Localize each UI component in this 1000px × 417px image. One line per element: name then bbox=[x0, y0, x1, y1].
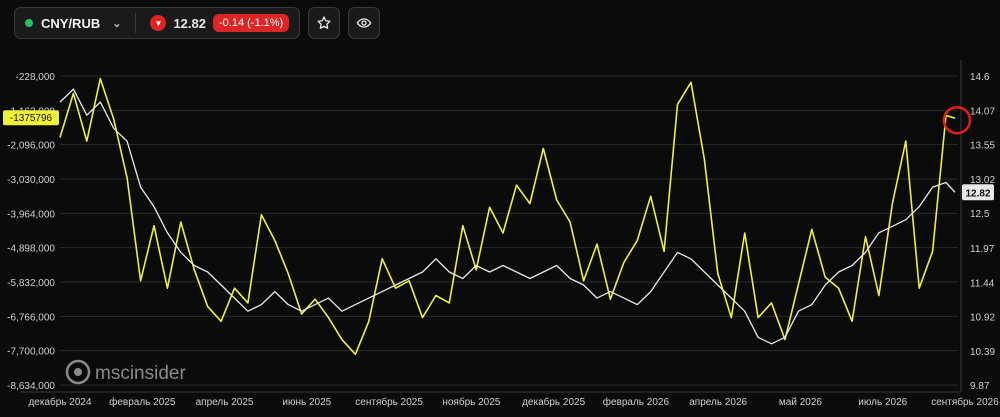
left-tick-label: -8,634,000 bbox=[7, 381, 55, 392]
x-tick-label: декабрь 2024 bbox=[28, 396, 92, 408]
divider bbox=[135, 13, 137, 33]
x-tick-label: июль 2026 bbox=[858, 397, 907, 408]
chevron-down-icon: ⌄ bbox=[112, 17, 122, 30]
star-icon bbox=[317, 16, 331, 29]
x-tick-label: сентябрь 2026 bbox=[931, 396, 999, 408]
grid-lines bbox=[60, 75, 958, 386]
ticker-pill: CNY/RUB ⌄ ▼ 12.82 -0.14 (-1.1%) bbox=[14, 7, 301, 39]
status-dot-icon bbox=[25, 19, 33, 27]
white-series-line bbox=[59, 88, 956, 345]
highlight-circle bbox=[942, 105, 972, 135]
mscinsider-logo-icon bbox=[65, 359, 91, 385]
right-tick-label: 13.55 bbox=[970, 141, 995, 152]
change-badge: -0.14 (-1.1%) bbox=[213, 14, 290, 32]
right-tick-label: 11.44 bbox=[970, 278, 995, 289]
watermark-logo: mscinsider bbox=[65, 359, 186, 385]
right-tick-label: 13.02 bbox=[970, 175, 995, 186]
right-tick-label: 10.92 bbox=[970, 312, 995, 323]
right-tick-label: 14.6 bbox=[970, 72, 990, 83]
x-tick-label: июнь 2025 bbox=[282, 397, 331, 408]
toolbar: CNY/RUB ⌄ ▼ 12.82 -0.14 (-1.1%) bbox=[14, 6, 381, 40]
watermark-text: mscinsider bbox=[95, 363, 186, 384]
right-tick-label: 14.07 bbox=[970, 107, 995, 118]
eye-icon bbox=[356, 18, 372, 28]
x-axis: декабрь 2024 февраль 2025 апрель 2025 июнь … bbox=[20, 391, 999, 408]
visibility-button[interactable] bbox=[348, 7, 381, 39]
ticker-label: CNY/RUB bbox=[41, 15, 101, 31]
x-tick-label: февраль 2025 bbox=[109, 396, 176, 408]
right-tick-label: 11.97 bbox=[970, 244, 995, 255]
value-markers: -1375796 12.82 bbox=[3, 105, 994, 201]
left-tick-label: -5,832,000 bbox=[7, 278, 55, 289]
x-tick-label: декабрь 2025 bbox=[522, 396, 586, 408]
series-lines bbox=[59, 77, 956, 356]
ticker-selector[interactable]: CNY/RUB ⌄ bbox=[25, 16, 121, 31]
right-axis: 14.6 14.07 13.55 13.02 12.5 11.97 11.44 10.92 10… bbox=[960, 60, 995, 392]
x-tick-label: февраль 2026 bbox=[603, 396, 670, 408]
left-value-marker bbox=[3, 110, 59, 126]
price-value: 12.82 bbox=[173, 15, 206, 31]
down-arrow-icon: ▼ bbox=[150, 15, 167, 31]
yellow-series-line bbox=[59, 77, 956, 356]
left-tick-label: -2,096,000 bbox=[7, 141, 55, 152]
x-tick-label: ноябрь 2025 bbox=[442, 396, 500, 408]
favorite-button[interactable] bbox=[308, 7, 341, 39]
x-tick-label: май 2026 bbox=[779, 397, 822, 408]
right-tick-label: 10.39 bbox=[970, 347, 995, 358]
left-tick-label: -3,030,000 bbox=[7, 175, 55, 186]
x-tick-label: апрель 2026 bbox=[689, 397, 747, 408]
left-tick-label: -3,964,000 bbox=[7, 209, 55, 220]
x-tick-label: апрель 2025 bbox=[196, 397, 254, 408]
left-tick-label: -6,766,000 bbox=[7, 312, 55, 323]
left-value-marker-label: -1375796 bbox=[10, 113, 53, 124]
x-tick-label: сентябрь 2025 bbox=[355, 396, 423, 408]
right-value-marker bbox=[962, 184, 994, 201]
left-tick-label: -4,898,000 bbox=[7, 244, 55, 255]
right-tick-label: 12.5 bbox=[970, 209, 990, 220]
price-info: ▼ 12.82 -0.14 (-1.1%) bbox=[150, 14, 290, 32]
left-tick-label: -7,700,000 bbox=[7, 347, 55, 358]
left-tick-label: -228,000 bbox=[16, 72, 56, 83]
right-value-marker-label: 12.82 bbox=[965, 188, 990, 199]
right-tick-label: 9.87 bbox=[970, 381, 990, 392]
